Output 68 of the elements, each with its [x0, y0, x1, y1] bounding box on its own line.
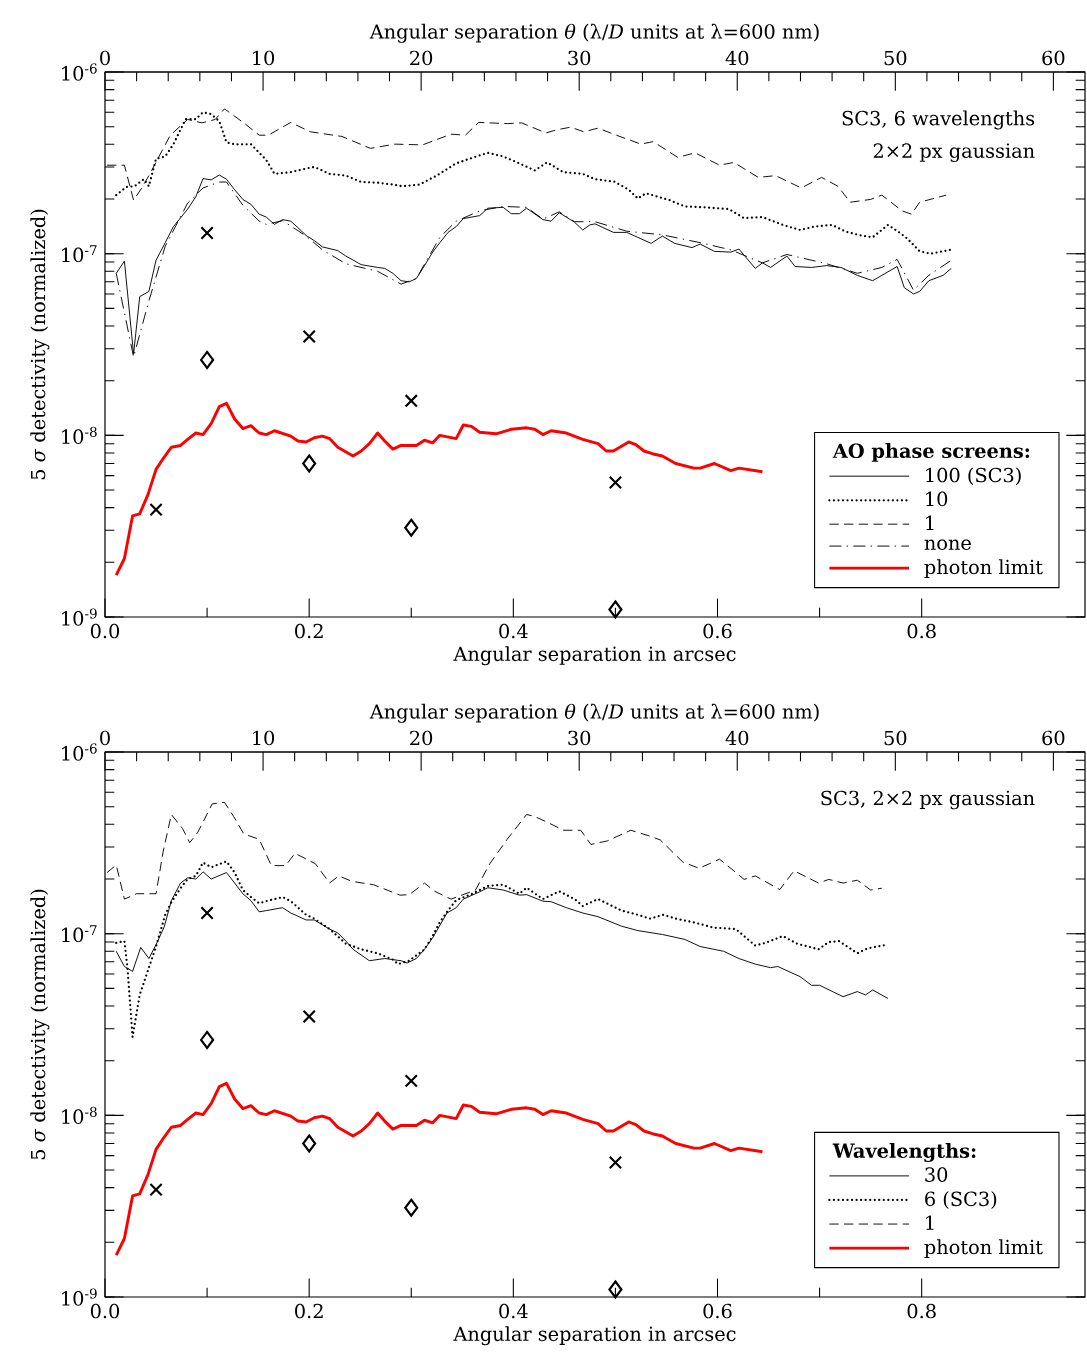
y-tick-label: 10$^{-8}$	[62, 426, 97, 444]
x2-tick-label: 40	[725, 50, 749, 66]
point	[302, 1134, 317, 1153]
x-tick-label: 0.4	[499, 623, 528, 639]
x-axis-title: Angular separation in arcsec	[453, 646, 736, 666]
x2-axis-title: Angular separation θ (λ/D units at λ=600 nm)	[369, 703, 819, 723]
point	[200, 906, 214, 920]
x2-tick-label: 10	[253, 50, 275, 66]
y-axis-title: 5 σ detectivity (normalized)	[30, 209, 50, 480]
x2-tick-label: 30	[568, 50, 591, 66]
point	[200, 1030, 215, 1050]
x-tick-label: 0.4	[499, 1303, 528, 1319]
x2-tick-label: 50	[884, 730, 907, 746]
legend-label: none	[924, 539, 971, 551]
point	[404, 394, 418, 408]
annotation: 2×2 px gaussian	[873, 143, 1035, 163]
annotation: SC3, 6 wavelengths	[842, 110, 1035, 130]
x2-tick-label: 40	[725, 730, 749, 746]
legend-label: 30	[925, 1167, 948, 1182]
point	[404, 1074, 418, 1088]
x2-axis-title: Angular separation θ (λ/D units at λ=600 nm)	[369, 23, 819, 43]
x2-tick-label: 60	[1042, 50, 1065, 66]
x-tick-label: 0.8	[907, 1303, 936, 1319]
point	[608, 1280, 623, 1299]
y-tick-label: 10$^{-7}$	[62, 245, 97, 263]
x-tick-label: 0.2	[295, 1303, 323, 1319]
legend-label: 100 (SC3)	[926, 467, 1021, 486]
x2-tick-label: 0	[100, 730, 110, 746]
point	[404, 518, 419, 537]
point	[404, 1198, 419, 1217]
legend-label: photon limit	[924, 1239, 1043, 1259]
line-series	[114, 1081, 764, 1257]
y-axis-title: 5 σ detectivity (normalized)	[30, 889, 50, 1160]
line-series	[114, 401, 764, 577]
x2-tick-label: 20	[410, 50, 433, 66]
y-tick-label: 10$^{-6}$	[62, 63, 97, 81]
x2-tick-label: 60	[1042, 730, 1065, 746]
x-tick-label: 0.8	[907, 623, 936, 639]
y-tick-label: 10$^{-8}$	[62, 1106, 97, 1124]
x-tick-label: 0.6	[703, 1303, 732, 1319]
x-axis-title: Angular separation in arcsec	[453, 1326, 736, 1346]
legend-label: photon limit	[924, 559, 1043, 579]
x2-tick-label: 50	[884, 50, 907, 66]
y-tick-label: 10$^{-6}$	[62, 743, 97, 761]
legend-label: 1	[926, 515, 934, 530]
legend-title: AO phase screens:	[832, 443, 1030, 462]
x2-tick-label: 10	[253, 730, 275, 746]
point	[149, 1182, 163, 1197]
x-tick-label: 0.6	[703, 623, 732, 639]
y-tick-label: 10$^{-7}$	[62, 925, 97, 943]
x2-tick-label: 20	[410, 730, 433, 746]
legend-label: 1	[926, 1215, 934, 1230]
point	[302, 454, 317, 473]
x-tick-label: 0.2	[295, 623, 323, 639]
legend-label: 10	[926, 491, 948, 507]
point	[302, 329, 316, 344]
point	[608, 475, 623, 490]
point	[608, 1155, 623, 1170]
x2-tick-label: 30	[568, 730, 591, 746]
legend-label: 6 (SC3)	[925, 1191, 997, 1209]
annotation: SC3, 2×2 px gaussian	[821, 790, 1035, 810]
legend-title: Wavelengths:	[832, 1143, 976, 1163]
point	[608, 600, 623, 619]
point	[200, 350, 215, 370]
point	[302, 1009, 316, 1024]
point	[200, 226, 214, 240]
x2-tick-label: 0	[100, 50, 110, 66]
point	[149, 502, 163, 517]
